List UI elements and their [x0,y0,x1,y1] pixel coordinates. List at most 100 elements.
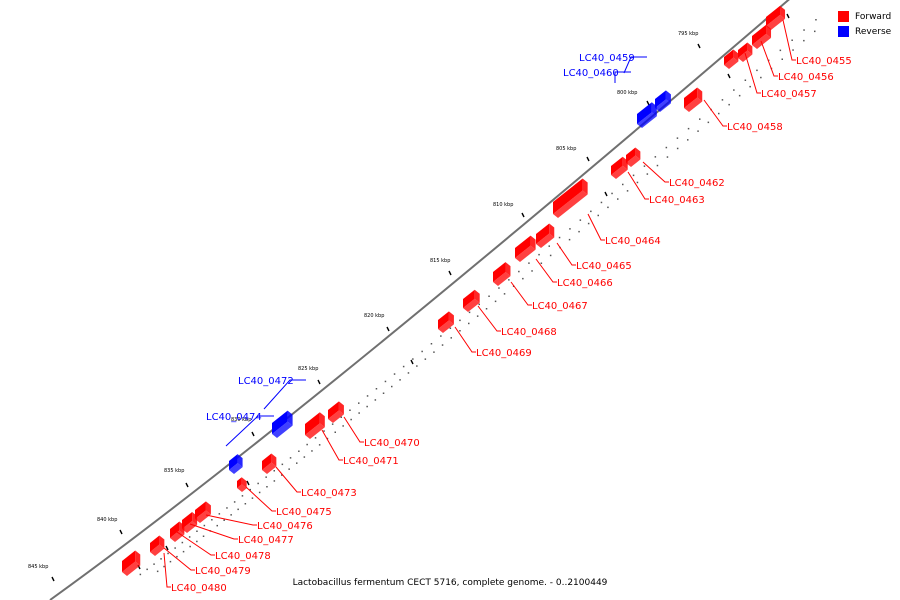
tick-label: 815 kbp [430,258,450,264]
gene-box[interactable] [170,521,185,542]
gene-box[interactable] [229,454,243,474]
ruler-dot [358,402,360,404]
gene-box[interactable] [684,87,703,112]
gene-label-lc40_0457[interactable]: LC40_0457 [761,89,817,100]
gene-label-lc40_0459[interactable]: LC40_0459 [579,53,635,64]
gene-label-lc40_0479[interactable]: LC40_0479 [195,566,251,577]
ruler-dot [281,463,284,466]
tick-label: 820 kbp [364,313,384,319]
ruler-dot [407,372,410,374]
tick-label: 795 kbp [678,31,698,37]
ruler-dot [176,555,178,558]
gene-box[interactable] [237,477,247,492]
ruler-dot [167,552,169,555]
ruler-dot [518,270,520,273]
ruler-dot [626,190,629,192]
gene-label-lc40_0470[interactable]: LC40_0470 [364,438,420,449]
tick-mark [410,359,414,365]
gene-label-lc40_0464[interactable]: LC40_0464 [605,236,661,247]
ruler-dot [289,457,292,459]
gene-label-lc40_0456[interactable]: LC40_0456 [778,72,834,83]
gene-label-lc40_0460[interactable]: LC40_0460 [563,68,619,79]
gene-label-lc40_0475[interactable]: LC40_0475 [276,507,332,518]
gene-box[interactable] [738,42,753,62]
leader-line [744,52,761,94]
gene-label-lc40_0478[interactable]: LC40_0478 [215,551,271,562]
ruler-dot [430,343,433,345]
gene-label-lc40_0467[interactable]: LC40_0467 [532,301,588,312]
gene-label-lc40_0471[interactable]: LC40_0471 [343,456,399,467]
ruler-dot [749,85,751,88]
tick-mark [246,480,250,486]
gene-box[interactable] [262,453,277,474]
gene-box[interactable] [766,5,786,30]
gene-box[interactable] [182,511,198,533]
ruler-dot [781,58,783,60]
gene-label-lc40_0476[interactable]: LC40_0476 [257,521,313,532]
gene-label-lc40_0477[interactable]: LC40_0477 [238,535,294,546]
gene-box[interactable] [752,24,772,49]
ruler-dot [163,565,165,568]
ruler-dot [237,508,239,511]
ruler-dot [803,29,805,31]
ruler-dot [699,118,701,120]
gene-box[interactable] [655,90,671,112]
gene-label-lc40_0473[interactable]: LC40_0473 [301,488,357,499]
gene-box[interactable] [305,412,325,439]
tick-mark [586,156,590,162]
ruler-dot [478,303,480,306]
ruler-dot [815,19,817,21]
ruler-dot [181,541,184,544]
ruler-dot [433,351,435,353]
gene-label-lc40_0468[interactable]: LC40_0468 [501,327,557,338]
gene-label-lc40_0462[interactable]: LC40_0462 [669,178,725,189]
legend-forward-label: Forward [855,11,892,22]
gene-label-lc40_0458[interactable]: LC40_0458 [727,122,783,133]
tick-mark [646,100,650,106]
gene-box[interactable] [328,401,344,423]
gene-label-lc40_0465[interactable]: LC40_0465 [576,261,632,272]
gene-box[interactable] [611,156,628,179]
ruler-dot [412,358,414,360]
ruler-dot [697,130,699,132]
ruler-dot [366,405,368,408]
gene-label-lc40_0472[interactable]: LC40_0472 [238,376,294,387]
gene-box[interactable] [150,535,165,556]
gene-box[interactable] [195,501,211,523]
ruler-dot [146,568,148,571]
tick-mark [448,270,452,276]
ruler-dot [718,112,720,115]
tick-label: 805 kbp [556,146,576,152]
tick-mark [317,379,321,385]
gene-label-lc40_0466[interactable]: LC40_0466 [557,278,613,289]
gene-box[interactable] [626,147,641,167]
ruler-dot [494,300,497,303]
leader-line [163,547,195,571]
gene-label-lc40_0455[interactable]: LC40_0455 [796,56,852,67]
ruler-dot [230,514,232,516]
ruler-dot [485,308,488,310]
tick-label: 845 kbp [28,564,48,570]
gene-box[interactable] [553,178,588,218]
ruler-dot [318,444,321,446]
gene-label-lc40_0480[interactable]: LC40_0480 [171,583,227,594]
gene-box[interactable] [637,102,657,128]
gene-box[interactable] [724,49,739,69]
genome-backbone [49,0,790,600]
gene-box[interactable] [463,289,480,312]
ruler-dot [459,319,461,322]
gene-box[interactable] [536,223,555,248]
ruler-dot [687,127,690,130]
ruler-dot [440,335,442,337]
gene-box[interactable] [272,410,293,438]
gene-label-lc40_0469[interactable]: LC40_0469 [476,348,532,359]
ruler-dot [744,79,747,81]
gene-box[interactable] [122,550,141,576]
gene-box[interactable] [493,262,511,286]
gene-label-lc40_0463[interactable]: LC40_0463 [649,195,705,206]
gene-label-lc40_0474[interactable]: LC40_0474 [206,412,262,423]
gene-box[interactable] [515,235,536,262]
leader-line [275,466,301,493]
ruler-dot [558,236,561,239]
gene-box[interactable] [438,311,454,333]
